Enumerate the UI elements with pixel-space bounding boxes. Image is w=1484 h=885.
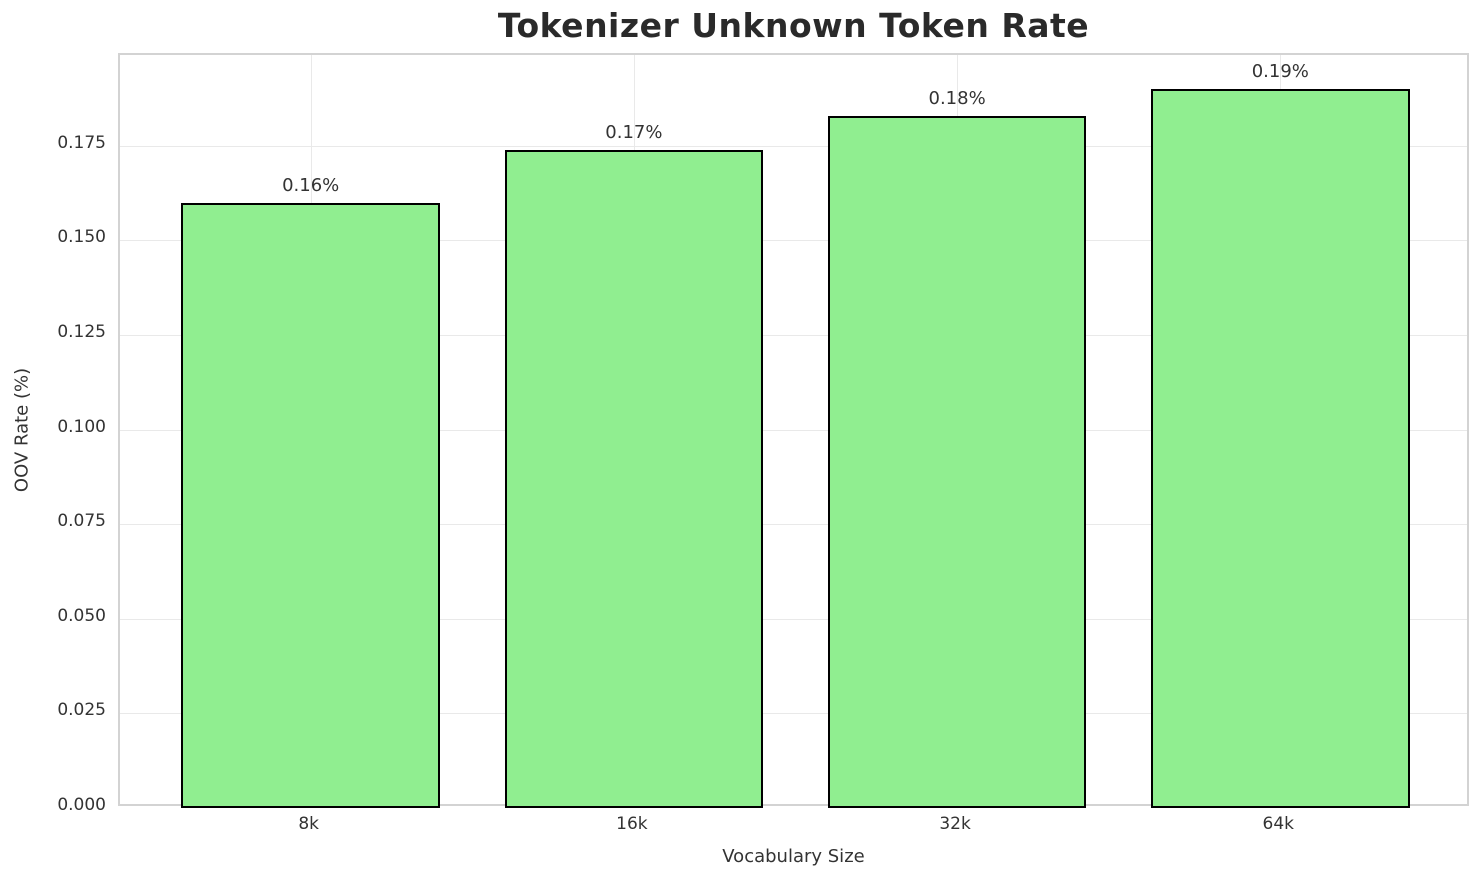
horizontal-gridline [120,429,1467,431]
horizontal-gridline [120,145,1467,147]
x-tick-label: 32k [939,814,971,834]
plot-area: 0.16% 0.17% 0.18% 0.19% [118,53,1469,808]
x-tick-label: 16k [616,814,648,834]
horizontal-gridline [120,713,1467,715]
bar-value-labels-layer: 0.16% 0.17% 0.18% 0.19% [120,55,1467,804]
horizontal-gridline [120,524,1467,526]
y-axis-label: OOV Rate (%) [11,367,33,493]
bar-value-label: 0.18% [928,87,986,109]
bars-layer [120,55,1467,808]
bar-8k [181,202,440,808]
x-tick-label: 8k [298,814,320,834]
y-tick-label: 0.125 [57,322,106,342]
chart-title: Tokenizer Unknown Token Rate [497,6,1090,45]
bar-32k [827,115,1087,808]
horizontal-gridline [120,335,1467,336]
y-tick-label: 0.050 [57,605,106,626]
bar-value-label: 0.16% [282,174,340,196]
y-tick-label: 0.150 [57,227,106,248]
x-axis-label: Vocabulary Size [722,846,865,867]
x-tick-label: 64k [1262,814,1295,834]
horizontal-gridline [120,240,1467,242]
y-tick-label: 0.100 [57,416,106,437]
horizontal-gridline [120,618,1467,620]
y-tick-label: 0.000 [57,795,106,815]
bar-value-label: 0.19% [1251,61,1309,83]
y-tick-label: 0.075 [57,511,106,532]
y-tick-label: 0.025 [57,700,106,721]
bar-value-label: 0.17% [605,121,663,143]
bar-16k [504,149,764,808]
y-tick-label: 0.175 [57,132,106,153]
bar-64k [1151,89,1410,808]
